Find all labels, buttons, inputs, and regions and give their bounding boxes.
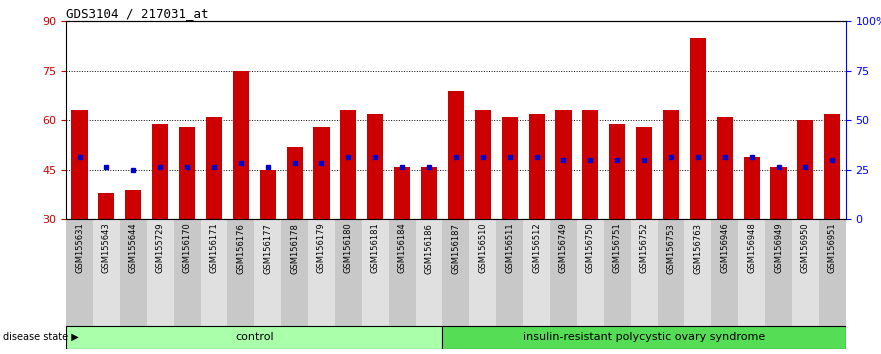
Bar — [201, 219, 227, 326]
Bar — [367, 114, 383, 219]
Text: GSM155643: GSM155643 — [102, 223, 111, 273]
Bar — [362, 219, 389, 326]
Text: GSM156948: GSM156948 — [747, 223, 756, 273]
Bar — [314, 127, 329, 219]
Text: GSM156949: GSM156949 — [774, 223, 783, 273]
Bar — [233, 71, 249, 219]
Text: GSM156763: GSM156763 — [693, 223, 702, 274]
Bar — [448, 91, 464, 219]
Text: insulin-resistant polycystic ovary syndrome: insulin-resistant polycystic ovary syndr… — [523, 332, 766, 342]
Bar — [685, 219, 711, 326]
Text: GSM155644: GSM155644 — [129, 223, 137, 273]
Bar — [825, 114, 840, 219]
Bar — [582, 110, 598, 219]
Text: GSM156753: GSM156753 — [667, 223, 676, 274]
Text: GSM156176: GSM156176 — [236, 223, 245, 274]
Text: GSM156750: GSM156750 — [586, 223, 595, 273]
Bar — [818, 219, 846, 326]
Text: control: control — [235, 332, 274, 342]
Bar — [71, 110, 87, 219]
Bar — [340, 110, 357, 219]
Bar — [93, 219, 120, 326]
Bar — [771, 167, 787, 219]
Bar — [744, 157, 759, 219]
Bar — [308, 219, 335, 326]
Bar — [792, 219, 818, 326]
Bar — [389, 219, 416, 326]
Text: GSM156177: GSM156177 — [263, 223, 272, 274]
Text: GSM156749: GSM156749 — [559, 223, 568, 273]
Bar — [603, 219, 631, 326]
Bar — [523, 219, 550, 326]
Text: GSM156511: GSM156511 — [505, 223, 515, 273]
Bar — [555, 110, 572, 219]
Bar — [174, 219, 201, 326]
Bar — [442, 219, 470, 326]
Bar — [66, 326, 442, 349]
Bar — [286, 147, 303, 219]
Bar — [609, 124, 626, 219]
Bar — [636, 127, 652, 219]
Text: GSM156186: GSM156186 — [425, 223, 433, 274]
Bar — [281, 219, 308, 326]
Bar — [765, 219, 792, 326]
Bar — [421, 167, 437, 219]
Text: GSM156752: GSM156752 — [640, 223, 648, 273]
Bar — [120, 219, 147, 326]
Text: GSM156187: GSM156187 — [451, 223, 461, 274]
Bar — [501, 117, 518, 219]
Bar — [711, 219, 738, 326]
Bar — [663, 110, 679, 219]
Text: GSM156951: GSM156951 — [828, 223, 837, 273]
Bar — [206, 117, 222, 219]
Text: GSM156946: GSM156946 — [721, 223, 729, 273]
Text: GSM156181: GSM156181 — [371, 223, 380, 273]
Bar — [260, 170, 276, 219]
Bar — [577, 219, 603, 326]
Bar — [227, 219, 255, 326]
Bar — [738, 219, 765, 326]
Text: GSM156178: GSM156178 — [290, 223, 300, 274]
Text: GSM156180: GSM156180 — [344, 223, 353, 273]
Text: GSM156512: GSM156512 — [532, 223, 541, 273]
Bar — [335, 219, 362, 326]
Bar — [394, 167, 411, 219]
Text: GSM155729: GSM155729 — [156, 223, 165, 273]
Bar — [125, 190, 141, 219]
Text: GDS3104 / 217031_at: GDS3104 / 217031_at — [66, 7, 209, 20]
Bar — [657, 219, 685, 326]
Text: disease state ▶: disease state ▶ — [3, 332, 78, 342]
Bar — [179, 127, 195, 219]
Text: GSM155631: GSM155631 — [75, 223, 84, 273]
Bar — [147, 219, 174, 326]
Bar — [550, 219, 577, 326]
Text: GSM156179: GSM156179 — [317, 223, 326, 273]
Bar — [442, 326, 846, 349]
Bar — [255, 219, 281, 326]
Text: GSM156184: GSM156184 — [397, 223, 407, 273]
Text: GSM156950: GSM156950 — [801, 223, 810, 273]
Bar — [631, 219, 657, 326]
Bar — [690, 38, 706, 219]
Text: GSM156170: GSM156170 — [182, 223, 191, 273]
Text: GSM156751: GSM156751 — [612, 223, 622, 273]
Text: GSM156510: GSM156510 — [478, 223, 487, 273]
Text: GSM156171: GSM156171 — [210, 223, 218, 273]
Bar — [475, 110, 491, 219]
Bar — [416, 219, 442, 326]
Bar — [797, 120, 813, 219]
Bar — [152, 124, 168, 219]
Bar — [717, 117, 733, 219]
Bar — [529, 114, 544, 219]
Bar — [66, 219, 93, 326]
Bar — [470, 219, 496, 326]
Bar — [496, 219, 523, 326]
Bar — [99, 193, 115, 219]
